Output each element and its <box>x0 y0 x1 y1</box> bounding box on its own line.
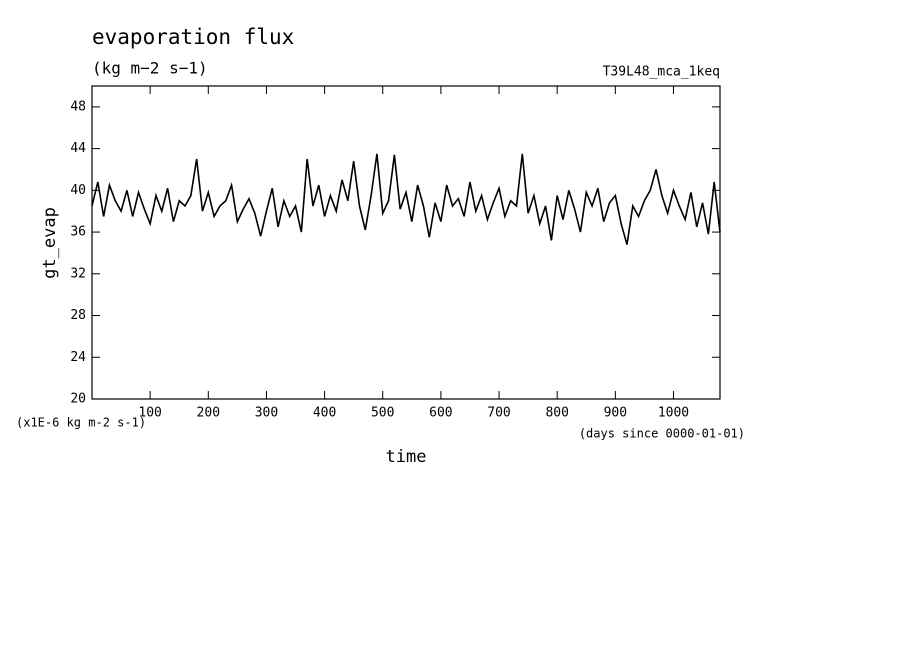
x-tick-label: 400 <box>313 406 336 421</box>
data-line <box>91 153 721 245</box>
x-tick-label: 500 <box>371 406 394 421</box>
y-tick-label: 48 <box>70 99 86 114</box>
y-tick-label: 36 <box>70 225 86 240</box>
y-tick-label: 40 <box>70 183 86 198</box>
x-axis-label: time <box>386 447 427 467</box>
x-units: (days since 0000-01-01) <box>579 427 745 441</box>
y-tick-label: 24 <box>70 350 86 365</box>
y-tick-label: 20 <box>70 392 86 407</box>
x-tick-label: 700 <box>487 406 510 421</box>
y-tick-label: 44 <box>70 141 86 156</box>
annotation: T39L48_mca_1keq <box>603 65 720 80</box>
y-tick-label: 32 <box>70 266 86 281</box>
y-units: (x1E-6 kg m-2 s-1) <box>16 416 146 430</box>
subtitle: (kg m−2 s−1) <box>92 59 208 78</box>
chart-title: evaporation flux <box>92 25 294 49</box>
y-tick-label: 28 <box>70 308 86 323</box>
x-tick-label: 300 <box>255 406 278 421</box>
x-tick-label: 800 <box>545 406 568 421</box>
y-axis-label: gt_evap <box>40 207 60 279</box>
x-tick-label: 1000 <box>658 406 689 421</box>
x-tick-label: 100 <box>138 406 161 421</box>
plot-frame <box>91 85 721 400</box>
x-tick-label: 900 <box>604 406 627 421</box>
x-tick-label: 600 <box>429 406 452 421</box>
x-tick-label: 200 <box>197 406 220 421</box>
